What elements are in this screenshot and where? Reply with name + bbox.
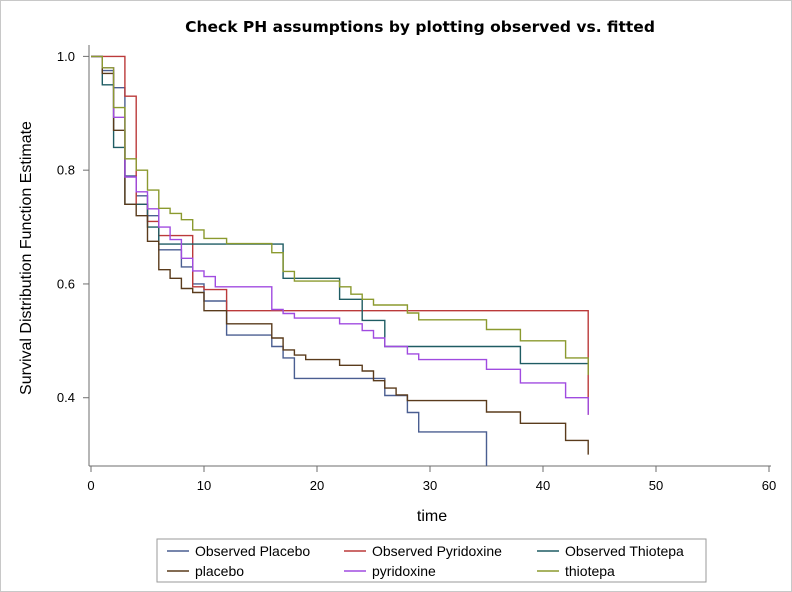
y-ticks: 0.4 0.6 0.8 1.0: [57, 49, 89, 405]
legend-label-thiotepa: thiotepa: [565, 563, 615, 579]
series-lines: [91, 55, 589, 466]
series-line-observed-placebo: [91, 55, 488, 466]
legend-label-pyridoxine: pyridoxine: [372, 563, 436, 579]
x-tick-label: 40: [536, 478, 550, 493]
y-tick-label: 0.8: [57, 163, 75, 178]
legend: Observed Placebo Observed Pyridoxine Obser…: [156, 538, 707, 583]
legend-box: [156, 538, 707, 583]
x-tick-label: 60: [762, 478, 776, 493]
x-tick-label: 50: [649, 478, 663, 493]
x-tick-label: 10: [197, 478, 211, 493]
legend-label-placebo: placebo: [195, 563, 244, 579]
legend-label-observed-placebo: Observed Placebo: [195, 543, 310, 559]
axes: [88, 45, 771, 467]
y-axis-label: Survival Distribution Function Estimate: [18, 121, 35, 395]
legend-label-observed-thiotepa: Observed Thiotepa: [565, 543, 684, 559]
x-axis-label: time: [417, 508, 447, 525]
series-line-pyridoxine: [91, 55, 589, 415]
x-tick-label: 30: [423, 478, 437, 493]
y-tick-label: 0.4: [57, 390, 75, 405]
chart-title: Check PH assumptions by plotting observe…: [185, 18, 655, 36]
x-ticks: 0 10 20 30 40 50 60: [87, 466, 776, 493]
series-line-placebo: [91, 55, 589, 455]
y-tick-label: 1.0: [57, 49, 75, 64]
legend-label-observed-pyridoxine: Observed Pyridoxine: [372, 543, 502, 559]
x-tick-label: 20: [310, 478, 324, 493]
y-tick-label: 0.6: [57, 276, 75, 291]
x-tick-label: 0: [87, 478, 94, 493]
series-line-thiotepa: [91, 55, 589, 375]
